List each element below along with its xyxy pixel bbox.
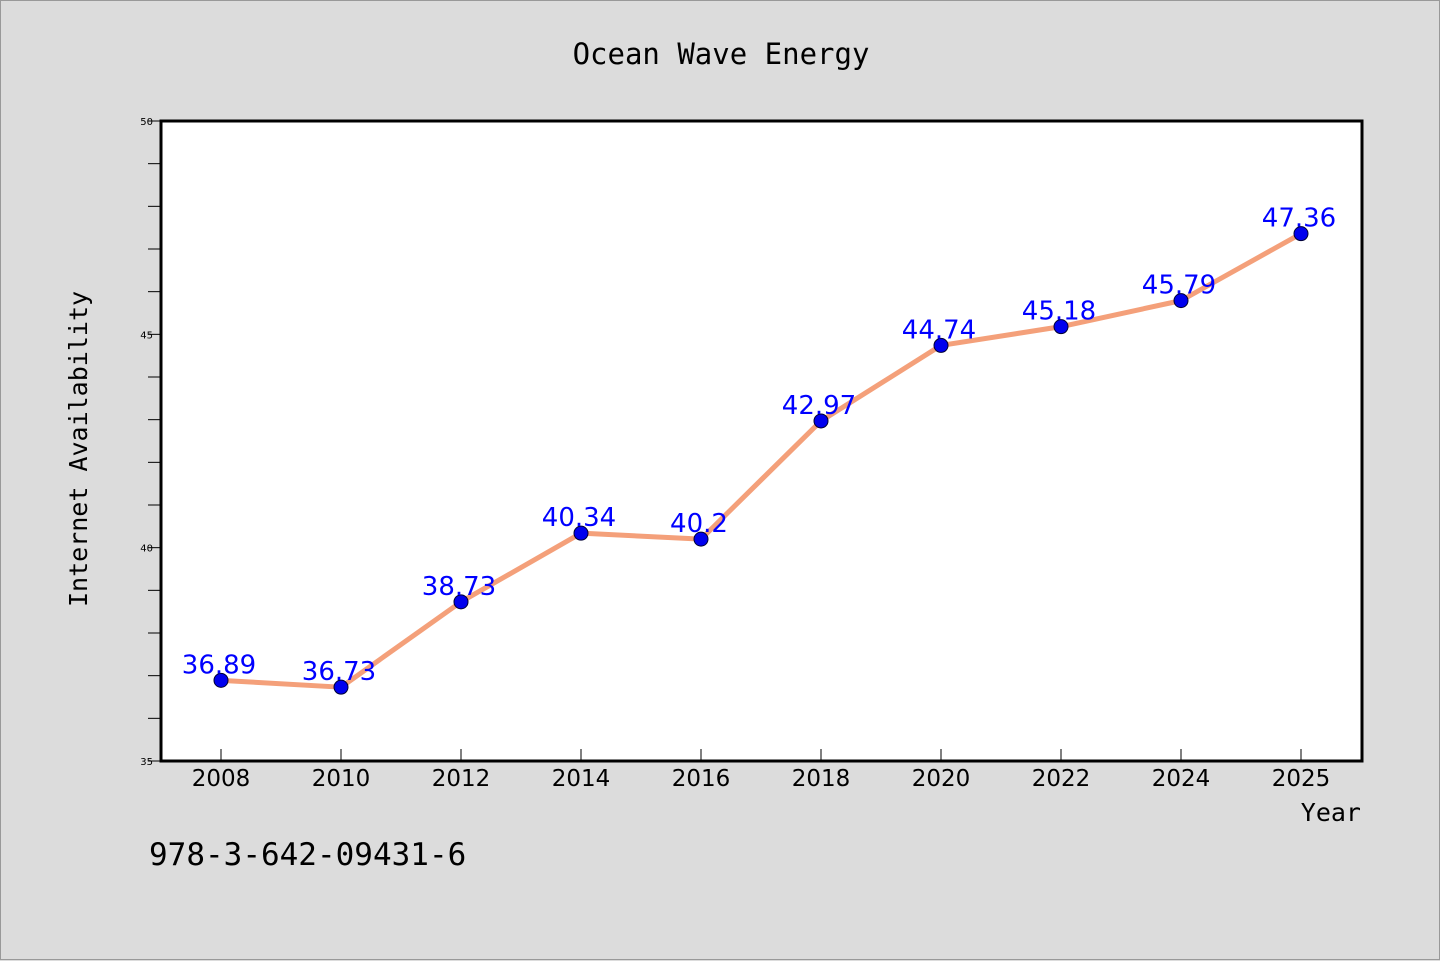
x-axis: 2008 2010 2012 2014 2016 2018 2020 2022 2024 2025: [192, 749, 1331, 792]
y-tick-label: 40: [140, 544, 153, 555]
data-label: 45.79: [1142, 271, 1216, 301]
x-tick-label: 2010: [312, 766, 371, 792]
x-tick-label: 2024: [1152, 766, 1211, 792]
x-axis-label: Year: [1301, 798, 1361, 827]
data-point: [933, 337, 949, 353]
data-label: 38.73: [422, 572, 496, 602]
x-tick-label: 2012: [432, 766, 491, 792]
y-tick-label: 50: [140, 117, 153, 128]
data-label: 44.74: [902, 315, 976, 345]
data-point: [693, 531, 709, 547]
data-point: [1053, 319, 1069, 335]
data-label: 42.97: [782, 391, 856, 421]
data-point: [813, 413, 829, 429]
data-labels: 36.89 36.73 38.73 40.34 40.2 42.97 44.74 45.18 4…: [182, 204, 1336, 688]
data-point: [1293, 226, 1309, 242]
plot-area: [159, 119, 1364, 763]
y-tick-label: 45: [140, 330, 153, 341]
chart-title: Ocean Wave Energy: [573, 37, 870, 71]
data-point: [453, 594, 469, 610]
data-point: [1173, 293, 1189, 309]
y-axis-label: Internet Availability: [64, 291, 93, 607]
footer-code: 978-3-642-09431-6: [149, 837, 466, 873]
data-label: 40.34: [542, 503, 616, 533]
y-axis: 35 40 45 50: [140, 117, 161, 768]
x-tick-label: 2016: [672, 766, 731, 792]
x-tick-label: 2008: [192, 766, 251, 792]
y-tick-label: 35: [140, 757, 153, 768]
data-label: 40.2: [670, 509, 728, 539]
x-tick-label: 2020: [912, 766, 971, 792]
x-tick-label: 2014: [552, 766, 611, 792]
data-label: 47.36: [1262, 204, 1336, 234]
x-tick-label: 2025: [1272, 766, 1331, 792]
x-tick-label: 2022: [1032, 766, 1091, 792]
data-point: [573, 525, 589, 541]
data-label: 36.89: [182, 650, 256, 680]
series-line: [218, 231, 1304, 690]
data-point: [333, 679, 349, 695]
data-label: 36.73: [302, 657, 376, 687]
series-markers: [213, 226, 1309, 695]
data-label: 45.18: [1022, 297, 1096, 327]
x-tick-label: 2018: [792, 766, 851, 792]
data-point: [213, 672, 229, 688]
